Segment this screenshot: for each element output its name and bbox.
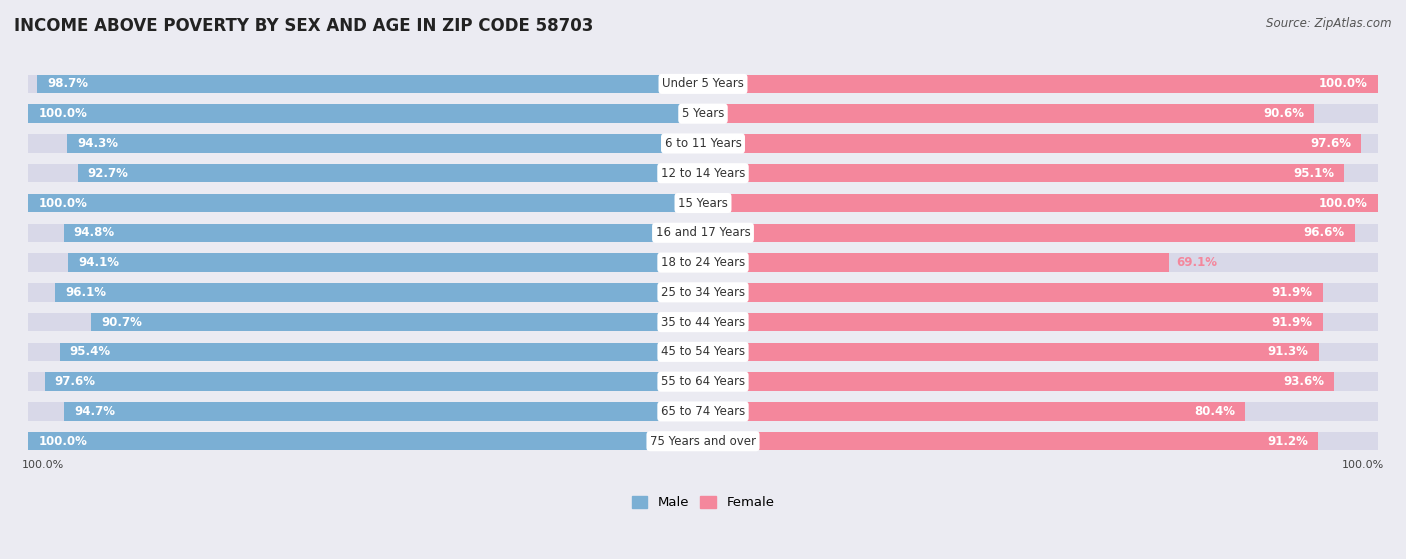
Bar [703,283,1323,301]
Text: 80.4%: 80.4% [1194,405,1236,418]
Text: 75 Years and over: 75 Years and over [650,435,756,448]
Text: 45 to 54 Years: 45 to 54 Years [661,345,745,358]
Bar [28,313,703,331]
Bar [91,313,703,331]
Text: 97.6%: 97.6% [55,375,96,388]
Bar [703,194,1378,212]
Text: 35 to 44 Years: 35 to 44 Years [661,316,745,329]
Bar [28,372,703,391]
Text: 96.1%: 96.1% [65,286,105,299]
Bar [703,75,1378,93]
Bar [703,343,1319,361]
Text: 55 to 64 Years: 55 to 64 Years [661,375,745,388]
Text: 90.6%: 90.6% [1263,107,1303,120]
Text: 100.0%: 100.0% [38,435,87,448]
Text: Source: ZipAtlas.com: Source: ZipAtlas.com [1267,17,1392,30]
Bar [703,105,1378,123]
Text: 18 to 24 Years: 18 to 24 Years [661,256,745,269]
Text: 100.0%: 100.0% [1319,77,1368,91]
Bar [703,224,1354,242]
Bar [703,402,1378,421]
Text: 95.4%: 95.4% [70,345,111,358]
Bar [28,75,703,93]
Text: 92.7%: 92.7% [87,167,129,180]
Text: 94.3%: 94.3% [77,137,118,150]
Text: 15 Years: 15 Years [678,197,728,210]
Bar [28,402,703,421]
Bar [703,134,1361,153]
Text: 16 and 17 Years: 16 and 17 Years [655,226,751,239]
Text: 94.8%: 94.8% [73,226,115,239]
Text: 65 to 74 Years: 65 to 74 Years [661,405,745,418]
Bar [703,372,1334,391]
Bar [28,432,703,451]
Bar [703,432,1319,451]
Text: 6 to 11 Years: 6 to 11 Years [665,137,741,150]
Text: 100.0%: 100.0% [38,197,87,210]
Text: 94.1%: 94.1% [79,256,120,269]
Bar [67,134,703,153]
Bar [703,372,1378,391]
Text: 91.9%: 91.9% [1272,316,1313,329]
Text: 93.6%: 93.6% [1284,375,1324,388]
Text: 100.0%: 100.0% [38,107,87,120]
Bar [703,402,1246,421]
Bar [703,313,1323,331]
Bar [28,432,703,451]
Text: 91.2%: 91.2% [1267,435,1308,448]
Bar [28,253,703,272]
Bar [703,283,1378,301]
Text: INCOME ABOVE POVERTY BY SEX AND AGE IN ZIP CODE 58703: INCOME ABOVE POVERTY BY SEX AND AGE IN Z… [14,17,593,35]
Bar [28,224,703,242]
Text: 69.1%: 69.1% [1175,256,1216,269]
Text: 100.0%: 100.0% [1341,459,1385,470]
Text: 96.6%: 96.6% [1303,226,1344,239]
Bar [703,253,1378,272]
Bar [37,75,703,93]
Text: 95.1%: 95.1% [1294,167,1334,180]
Bar [28,194,703,212]
Text: 91.3%: 91.3% [1268,345,1309,358]
Text: 100.0%: 100.0% [1319,197,1368,210]
Bar [77,164,703,182]
Bar [63,224,703,242]
Text: 98.7%: 98.7% [48,77,89,91]
Bar [69,253,703,272]
Text: 91.9%: 91.9% [1272,286,1313,299]
Legend: Male, Female: Male, Female [626,490,780,514]
Bar [703,253,1168,272]
Bar [703,164,1378,182]
Bar [703,432,1378,451]
Bar [703,75,1378,93]
Bar [55,283,703,301]
Bar [28,105,703,123]
Text: 94.7%: 94.7% [75,405,115,418]
Text: 5 Years: 5 Years [682,107,724,120]
Bar [703,194,1378,212]
Bar [703,134,1378,153]
Bar [28,134,703,153]
Bar [703,164,1344,182]
Bar [703,224,1378,242]
Bar [703,105,1315,123]
Bar [28,164,703,182]
Bar [28,194,703,212]
Bar [28,283,703,301]
Text: 100.0%: 100.0% [21,459,65,470]
Bar [703,313,1378,331]
Text: Under 5 Years: Under 5 Years [662,77,744,91]
Bar [28,343,703,361]
Text: 90.7%: 90.7% [101,316,142,329]
Bar [703,343,1378,361]
Bar [28,105,703,123]
Bar [65,402,703,421]
Text: 97.6%: 97.6% [1310,137,1351,150]
Bar [59,343,703,361]
Bar [45,372,703,391]
Text: 12 to 14 Years: 12 to 14 Years [661,167,745,180]
Text: 25 to 34 Years: 25 to 34 Years [661,286,745,299]
